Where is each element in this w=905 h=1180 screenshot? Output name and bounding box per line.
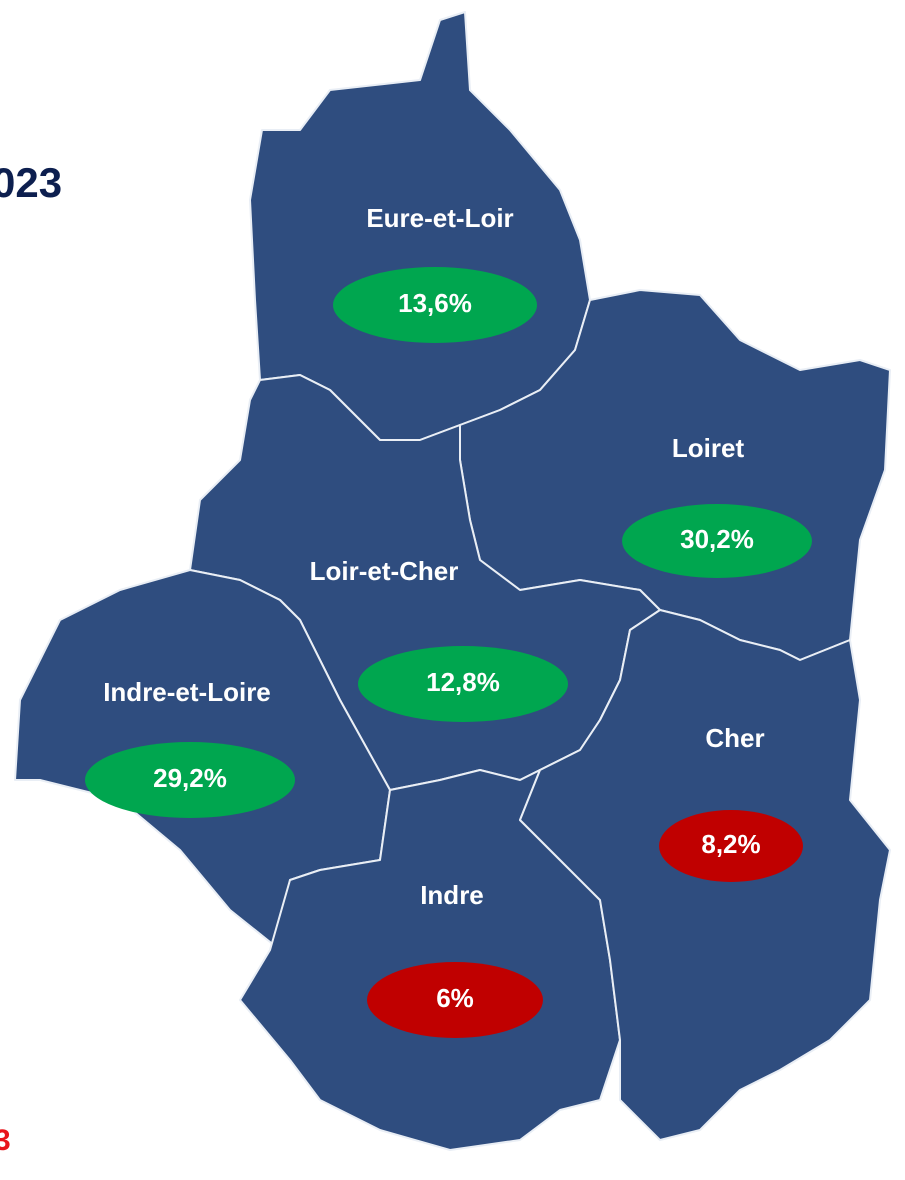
region-value: 8,2% (701, 829, 760, 859)
value-badge (659, 810, 803, 882)
region-value: 6% (436, 983, 474, 1013)
region-value: 12,8% (426, 667, 500, 697)
value-badge (85, 742, 295, 818)
labels: Eure-et-Loir 13,6% Loiret 30,2% Loir-et-Cher… (85, 203, 812, 1038)
region-name: Loir-et-Cher (310, 556, 459, 586)
region-name: Loiret (672, 433, 745, 463)
region-value: 30,2% (680, 524, 754, 554)
value-badge (622, 504, 812, 578)
indre-shape (239, 769, 621, 1151)
value-badge (358, 646, 568, 722)
region-value: 29,2% (153, 763, 227, 793)
region-name: Indre (420, 880, 484, 910)
value-badge (367, 962, 543, 1038)
value-badge (333, 267, 537, 343)
region-name: Eure-et-Loir (366, 203, 513, 233)
region-name: Indre-et-Loire (103, 677, 271, 707)
region-name: Cher (705, 723, 764, 753)
title: 023 (0, 159, 62, 206)
note: 3 (0, 1124, 11, 1157)
region-value: 13,6% (398, 288, 472, 318)
